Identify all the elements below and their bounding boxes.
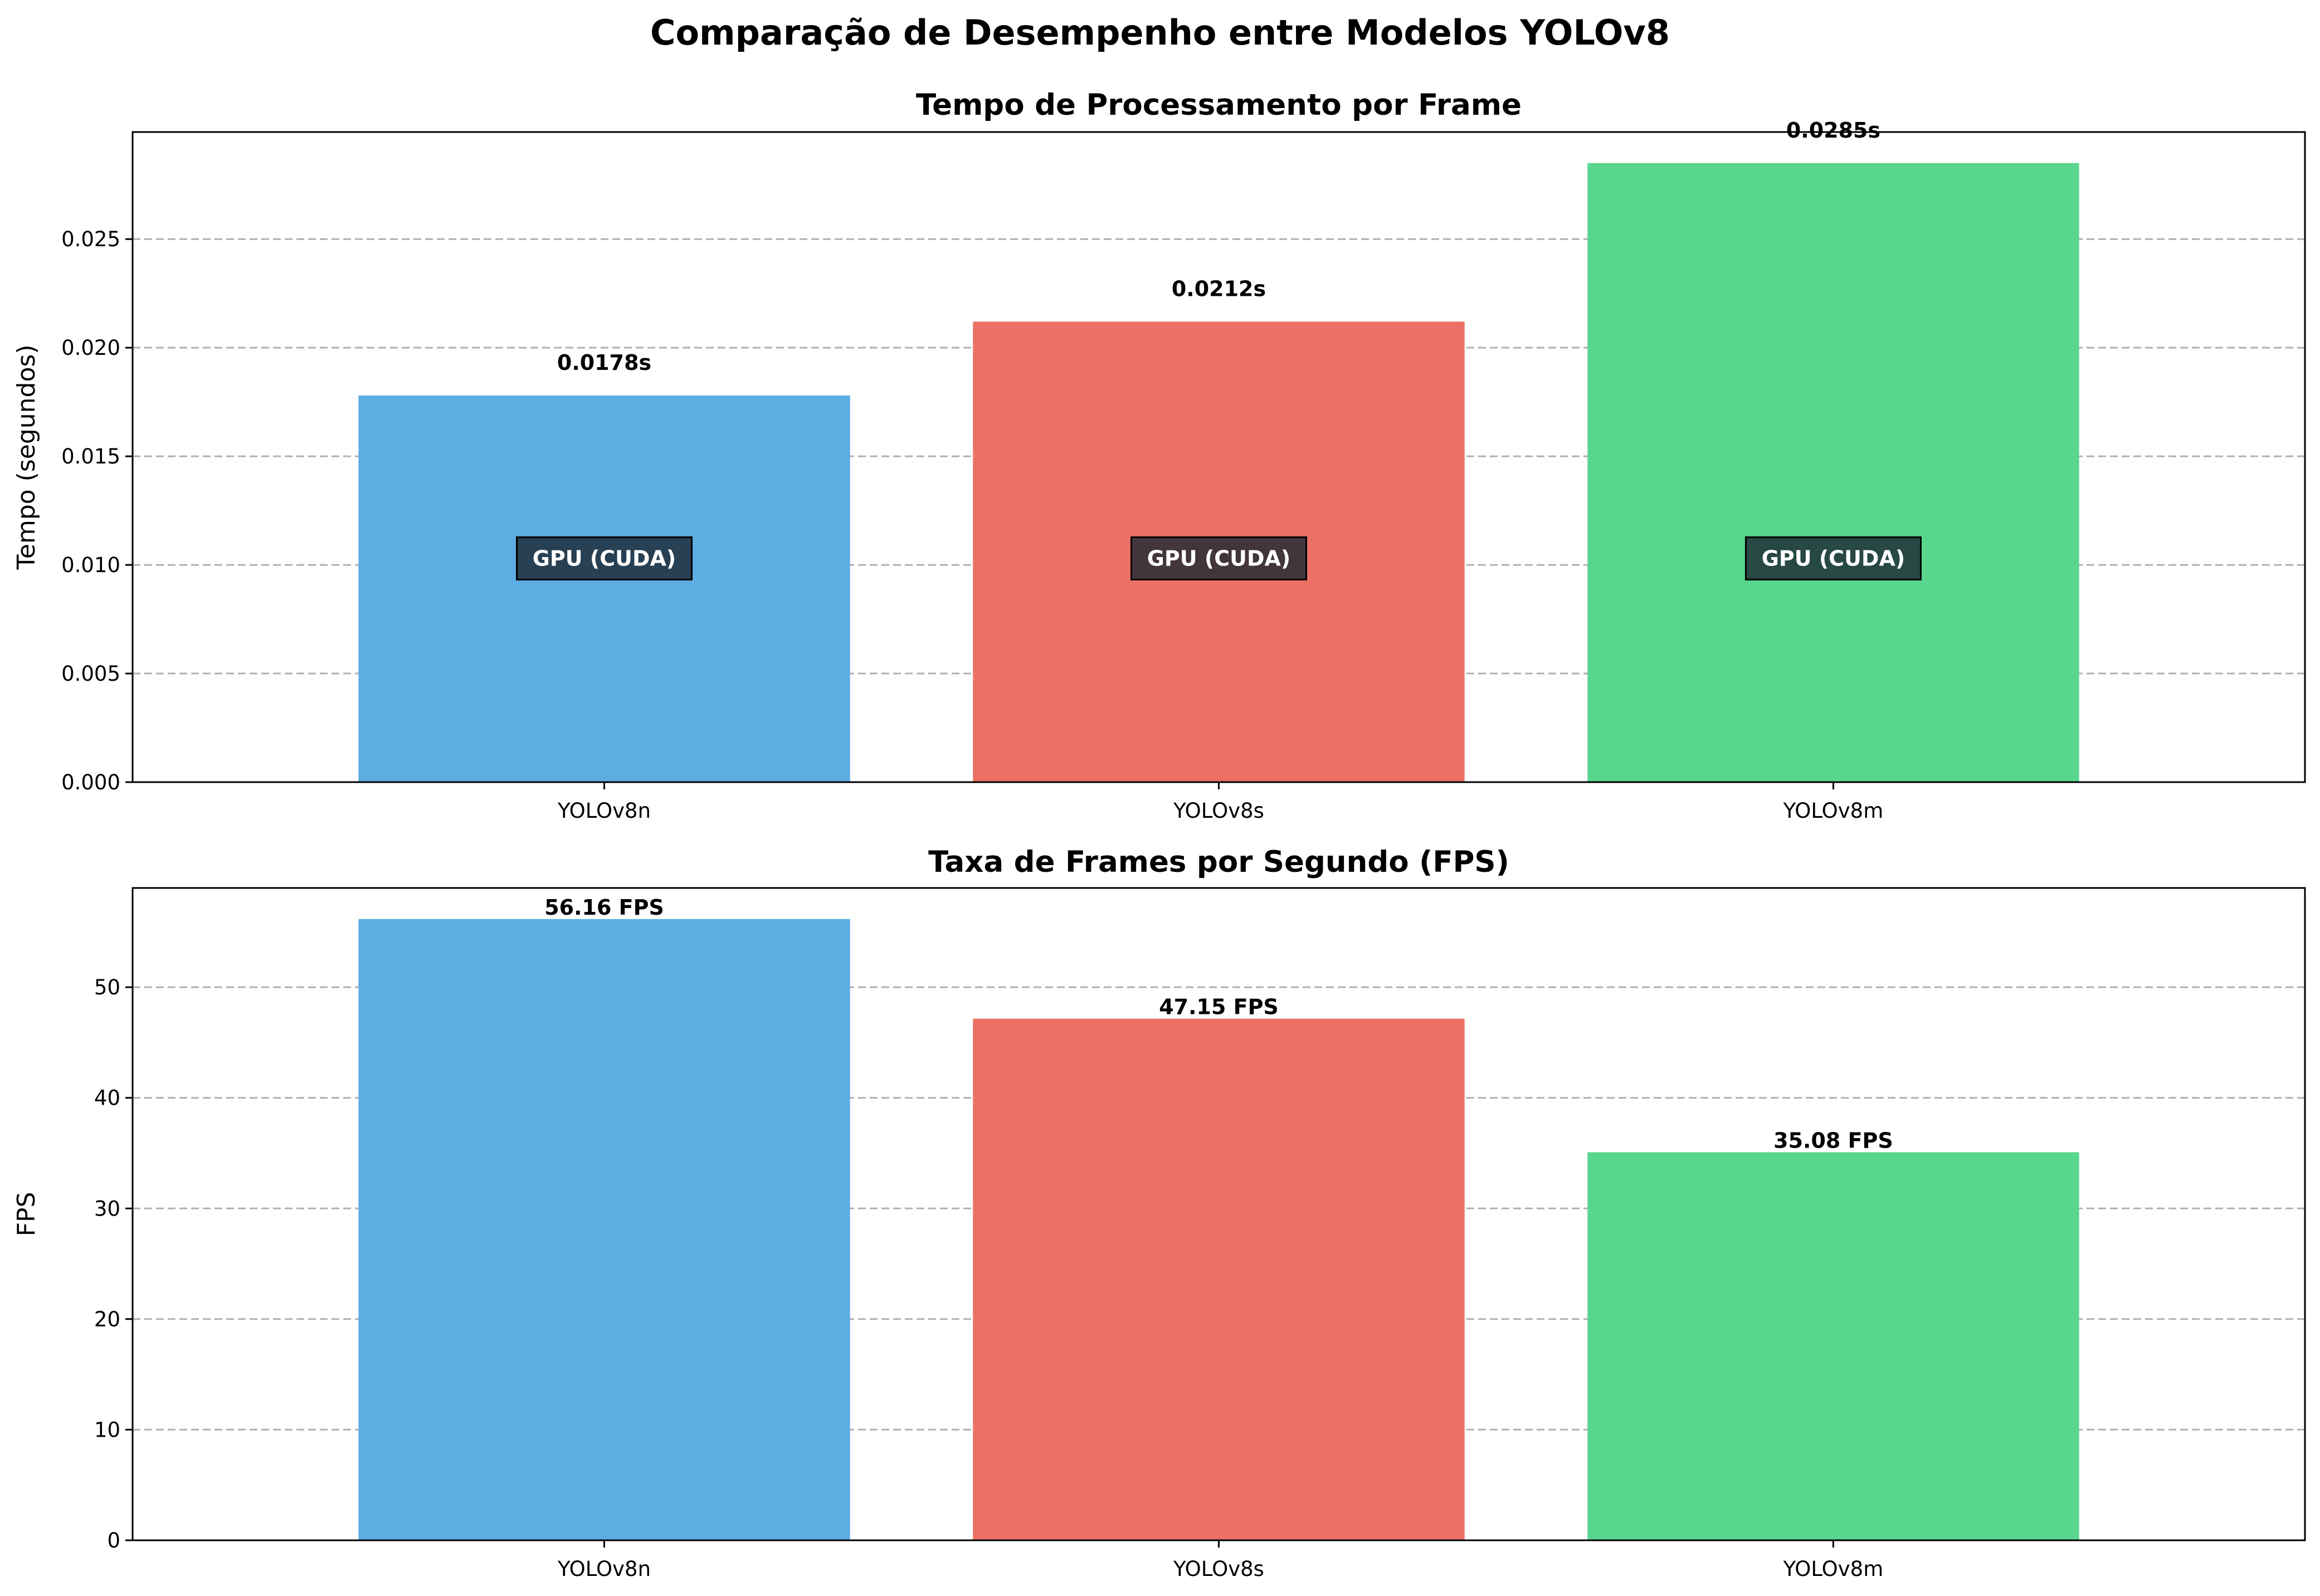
y-tick-label: 0.010 [61, 553, 120, 577]
device-badge [516, 536, 693, 580]
bar-yolov8m [1587, 163, 2079, 783]
y-axis-label: FPS [12, 1192, 41, 1237]
value-label: 47.15 FPS [1159, 995, 1279, 1019]
figure-title: Comparação de Desempenho entre Modelos Y… [650, 12, 1670, 53]
device-badge [1744, 536, 1922, 580]
chart-title: Tempo de Processamento por Frame [916, 88, 1522, 122]
y-tick-label: 0.020 [61, 336, 120, 360]
y-tick-label: 40 [94, 1086, 120, 1110]
y-tick-label: 30 [94, 1197, 120, 1221]
y-tick-label: 20 [94, 1307, 120, 1331]
x-tick-label: YOLOv8n [557, 799, 651, 823]
bar-yolov8n [358, 919, 850, 1540]
y-tick-label: 0.015 [61, 445, 120, 468]
device-label: GPU (CUDA) [1147, 546, 1291, 570]
y-tick-label: 0.025 [61, 227, 120, 251]
x-tick-label: YOLOv8m [1783, 799, 1884, 823]
y-tick-label: 10 [94, 1418, 120, 1442]
chart-fps: 0 10 20 30 40 50 YOLOv8n YOLOv8s YOLOv8m 56.16 FP… [12, 845, 2306, 1581]
chart-title: Taxa de Frames por Segundo (FPS) [928, 845, 1509, 879]
bar-yolov8s [973, 1018, 1465, 1540]
x-tick-label: YOLOv8n [557, 1557, 651, 1581]
y-tick-label: 0.005 [61, 662, 120, 686]
value-label: 56.16 FPS [544, 895, 664, 920]
y-tick-label: 50 [94, 975, 120, 999]
y-axis-label: Tempo (segundos) [12, 345, 41, 570]
device-label: GPU (CUDA) [1762, 546, 1905, 570]
x-tick-label: YOLOv8s [1173, 1557, 1264, 1581]
value-label: 0.0178s [557, 350, 651, 375]
chart-processing-time: 0.000 0.005 0.010 0.015 0.020 0.025 YOLOv8n YOL… [12, 88, 2306, 823]
bar-yolov8m [1587, 1152, 2079, 1540]
value-label: 0.0285s [1786, 118, 1880, 143]
y-tick-label: 0.000 [61, 770, 120, 794]
x-tick-label: YOLOv8s [1173, 799, 1264, 823]
value-label: 0.0212s [1172, 276, 1266, 301]
bar-yolov8n [358, 395, 850, 782]
value-label: 35.08 FPS [1773, 1128, 1893, 1153]
device-label: GPU (CUDA) [533, 546, 676, 570]
x-tick-label: YOLOv8m [1783, 1557, 1884, 1581]
device-badge [1130, 536, 1307, 580]
y-tick-label: 0 [107, 1529, 120, 1553]
